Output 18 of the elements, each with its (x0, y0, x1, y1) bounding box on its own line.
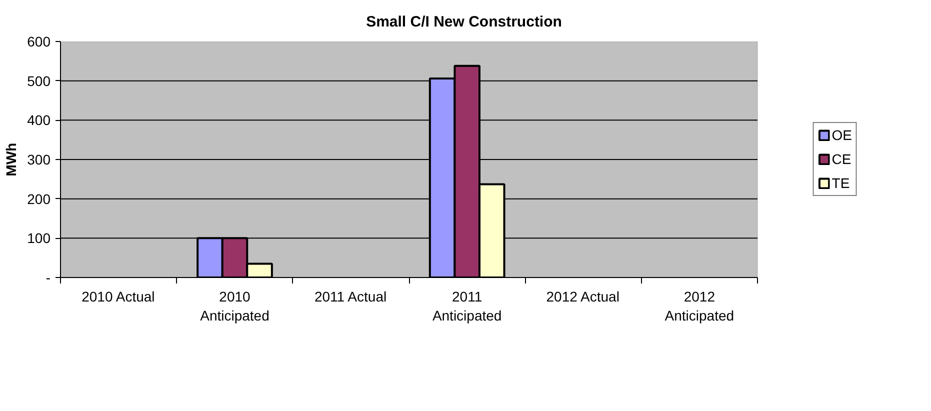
y-tick-label: 500 (27, 72, 51, 89)
y-tick-label: 100 (27, 230, 51, 246)
x-tick-label: 2011 Actual (314, 288, 387, 304)
y-tick-label: 300 (27, 152, 51, 168)
chart-title: Small C/I New Construction (366, 14, 562, 30)
y-axis-title: MWh (3, 142, 20, 176)
x-tick-label: 2010 Actual (82, 288, 155, 304)
x-tick-label: 2012 Anticipated (664, 288, 734, 324)
y-tick-label: 600 (27, 34, 51, 50)
legend-label: OE (832, 127, 852, 143)
legend-label: TE (832, 175, 851, 191)
y-tick-label: 200 (27, 190, 51, 207)
y-tick-label: - (46, 270, 51, 286)
y-tick-label: 400 (27, 112, 51, 128)
x-tick-label: 2010 Anticipated (200, 288, 270, 324)
legend-label: CE (832, 151, 852, 167)
x-tick-label: 2012 Actual (546, 288, 620, 304)
x-tick-label: 2011 Anticipated (432, 288, 502, 324)
